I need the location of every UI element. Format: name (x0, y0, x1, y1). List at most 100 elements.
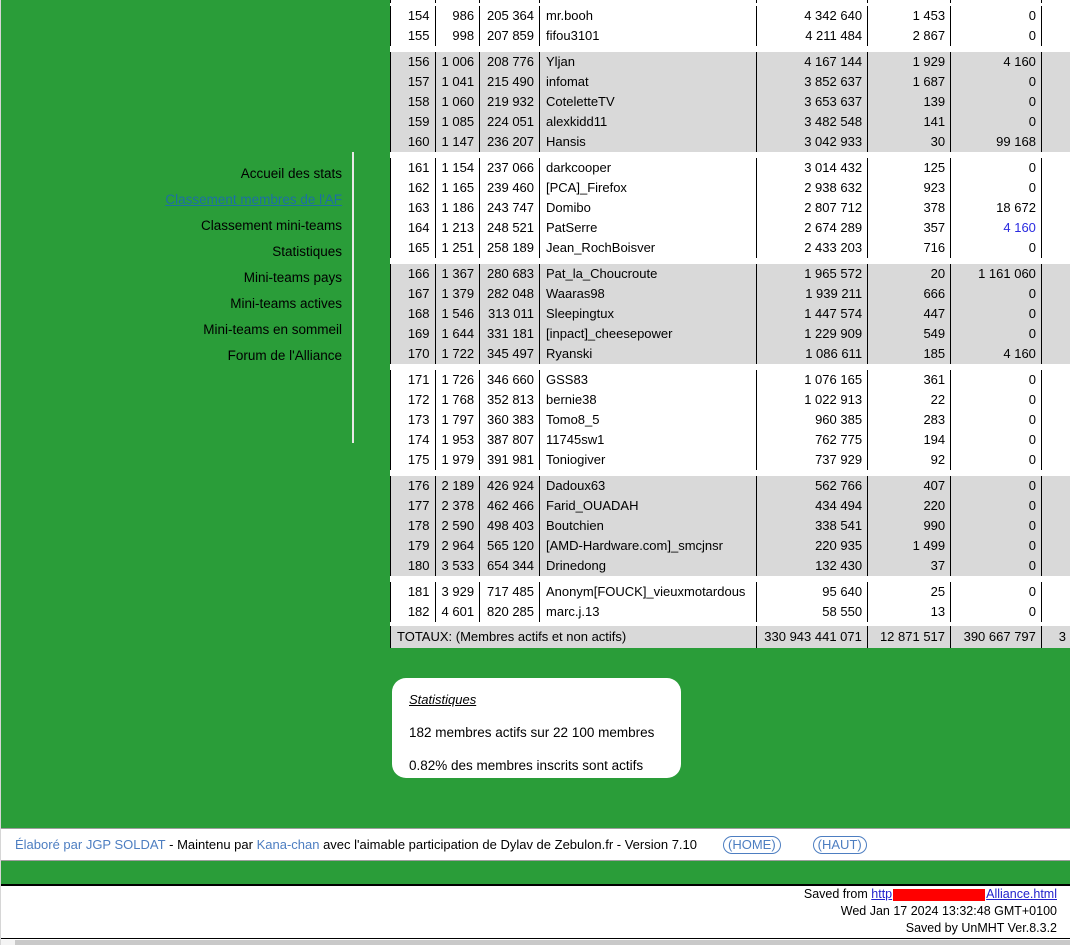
table-cell: CoteletteTV (540, 92, 758, 112)
sidebar-item-3[interactable]: Classement mini-teams (200, 218, 342, 233)
table-cell: 1 953 (435, 430, 481, 450)
table-cell: 171 (391, 370, 436, 390)
saved-url-end[interactable]: Alliance.html (986, 887, 1057, 901)
table-cell: 923 (868, 178, 952, 198)
table-cell: Toniogiver (540, 450, 758, 470)
table-row: 180 3 533 654 344 Drinedong 132 430 37 0 (391, 556, 1070, 576)
table-row: 160 1 147 236 207 Hansis 3 042 933 30 99 168 (391, 132, 1070, 152)
table-cell (1041, 264, 1070, 284)
table-cell: 737 929 (757, 450, 869, 470)
table-cell: 0 (951, 238, 1042, 258)
home-button[interactable]: (HOME) (723, 835, 781, 854)
table-cell: Jean_RochBoisver (540, 238, 758, 258)
statistics-title: Statistiques (409, 692, 477, 707)
table-cell: 58 550 (757, 602, 869, 622)
table-cell: 1 041 (435, 72, 481, 92)
table-cell (1041, 450, 1070, 470)
table-cell: 565 120 (480, 536, 541, 556)
table-cell: 1 453 (868, 6, 952, 26)
table-cell: 168 (391, 304, 436, 324)
table-cell (540, 0, 758, 3)
table-cell: 282 048 (480, 284, 541, 304)
table-cell (1041, 602, 1070, 622)
table-cell: 99 168 (951, 132, 1042, 152)
sidebar-item-7[interactable]: Mini-teams en sommeil (203, 322, 342, 337)
table-cell (1041, 132, 1070, 152)
table-cell (1041, 370, 1070, 390)
table-cell: 2 964 (435, 536, 481, 556)
table-cell (757, 0, 869, 3)
haut-button[interactable]: (HAUT) (812, 835, 867, 854)
table-cell: 0 (951, 450, 1042, 470)
table-cell (1041, 26, 1070, 46)
table-cell: mr.booh (540, 6, 758, 26)
sidebar-item-6[interactable]: Mini-teams actives (230, 296, 342, 311)
table-cell: 1 165 (435, 178, 481, 198)
table-row: 174 1 953 387 807 11745sw1 762 775 194 0 (391, 430, 1070, 450)
table-cell: 243 747 (480, 198, 541, 218)
table-row: 168 1 546 313 011 Sleepingtux 1 447 574 447 0 (391, 304, 1070, 324)
table-cell: 2 590 (435, 516, 481, 536)
table-cell: [AMD-Hardware.com]_smcjnsr (540, 536, 758, 556)
table-group: 154 986 205 364 mr.booh 4 342 640 1 453 0 155 99… (390, 6, 1070, 46)
table-cell: 4 342 640 (757, 6, 869, 26)
table-row: 179 2 964 565 120 [AMD-Hardware.com]_smcjns… (391, 536, 1070, 556)
sidebar-item-2[interactable]: Classement membres de l'AF (165, 192, 342, 207)
table-cell: [PCA]_Firefox (540, 178, 758, 198)
maintainer-link[interactable]: Kana-chan (256, 837, 320, 852)
table-cell: 0 (951, 602, 1042, 622)
table-cell: 0 (951, 324, 1042, 344)
table-cell: 313 011 (480, 304, 541, 324)
table-cell: 215 490 (480, 72, 541, 92)
table-cell: fifou3101 (540, 26, 758, 46)
table-cell: 820 285 (480, 602, 541, 622)
table-cell: 716 (868, 238, 952, 258)
sidebar-item-4[interactable]: Statistiques (272, 244, 342, 259)
table-cell: 3 533 (435, 556, 481, 576)
table-cell: Pat_la_Choucroute (540, 264, 758, 284)
table-cell: 248 521 (480, 218, 541, 238)
table-cell (1041, 238, 1070, 258)
table-cell: 172 (391, 390, 436, 410)
table-cell: 0 (951, 92, 1042, 112)
table-cell: 180 (391, 556, 436, 576)
sidebar-item-5[interactable]: Mini-teams pays (243, 270, 342, 285)
table-cell: 92 (868, 450, 952, 470)
table-cell: 390 667 797 (951, 626, 1042, 648)
table-cell: 0 (951, 496, 1042, 516)
table-group: 181 3 929 717 485 Anonym[FOUCK]_vieuxmotard… (390, 582, 1070, 622)
table-cell-link[interactable]: 4 160 (951, 218, 1042, 238)
table-cell (1041, 476, 1070, 496)
table-cell: 549 (868, 324, 952, 344)
table-cell: 160 (391, 132, 436, 152)
table-cell: 986 (435, 6, 481, 26)
table-cell: bernie38 (540, 390, 758, 410)
table-cell: 158 (391, 92, 436, 112)
table-cell: 378 (868, 198, 952, 218)
table-cell: 220 (868, 496, 952, 516)
table-cell: 165 (391, 238, 436, 258)
table-row: 162 1 165 239 460 [PCA]_Firefox 2 938 632 923… (391, 178, 1070, 198)
sidebar-item-1[interactable]: Accueil des stats (240, 166, 342, 181)
table-row: 176 2 189 426 924 Dadoux63 562 766 407 0 (391, 476, 1070, 496)
sidebar-item-8[interactable]: Forum de l'Alliance (227, 348, 342, 363)
table-cell: 159 (391, 112, 436, 132)
table-cell: 280 683 (480, 264, 541, 284)
table-cell: 346 660 (480, 370, 541, 390)
table-row: 178 2 590 498 403 Boutchien 338 541 990 0 (391, 516, 1070, 536)
table-cell: 156 (391, 52, 436, 72)
table-cell: 2 433 203 (757, 238, 869, 258)
author-link[interactable]: Élaboré par JGP SOLDAT (15, 837, 166, 852)
table-cell: 361 (868, 370, 952, 390)
table-cell: 2 938 632 (757, 178, 869, 198)
table-cell (1041, 6, 1070, 26)
table-cell: 125 (868, 158, 952, 178)
table-cell: 3 929 (435, 582, 481, 602)
table-cell: 164 (391, 218, 436, 238)
table-row: 181 3 929 717 485 Anonym[FOUCK]_vieuxmotard… (391, 582, 1070, 602)
table-cell (1041, 218, 1070, 238)
saved-url-start[interactable]: http (871, 887, 893, 901)
table-cell: 12 871 517 (867, 626, 952, 648)
table-cell (1041, 198, 1070, 218)
table-cell: 2 378 (435, 496, 481, 516)
